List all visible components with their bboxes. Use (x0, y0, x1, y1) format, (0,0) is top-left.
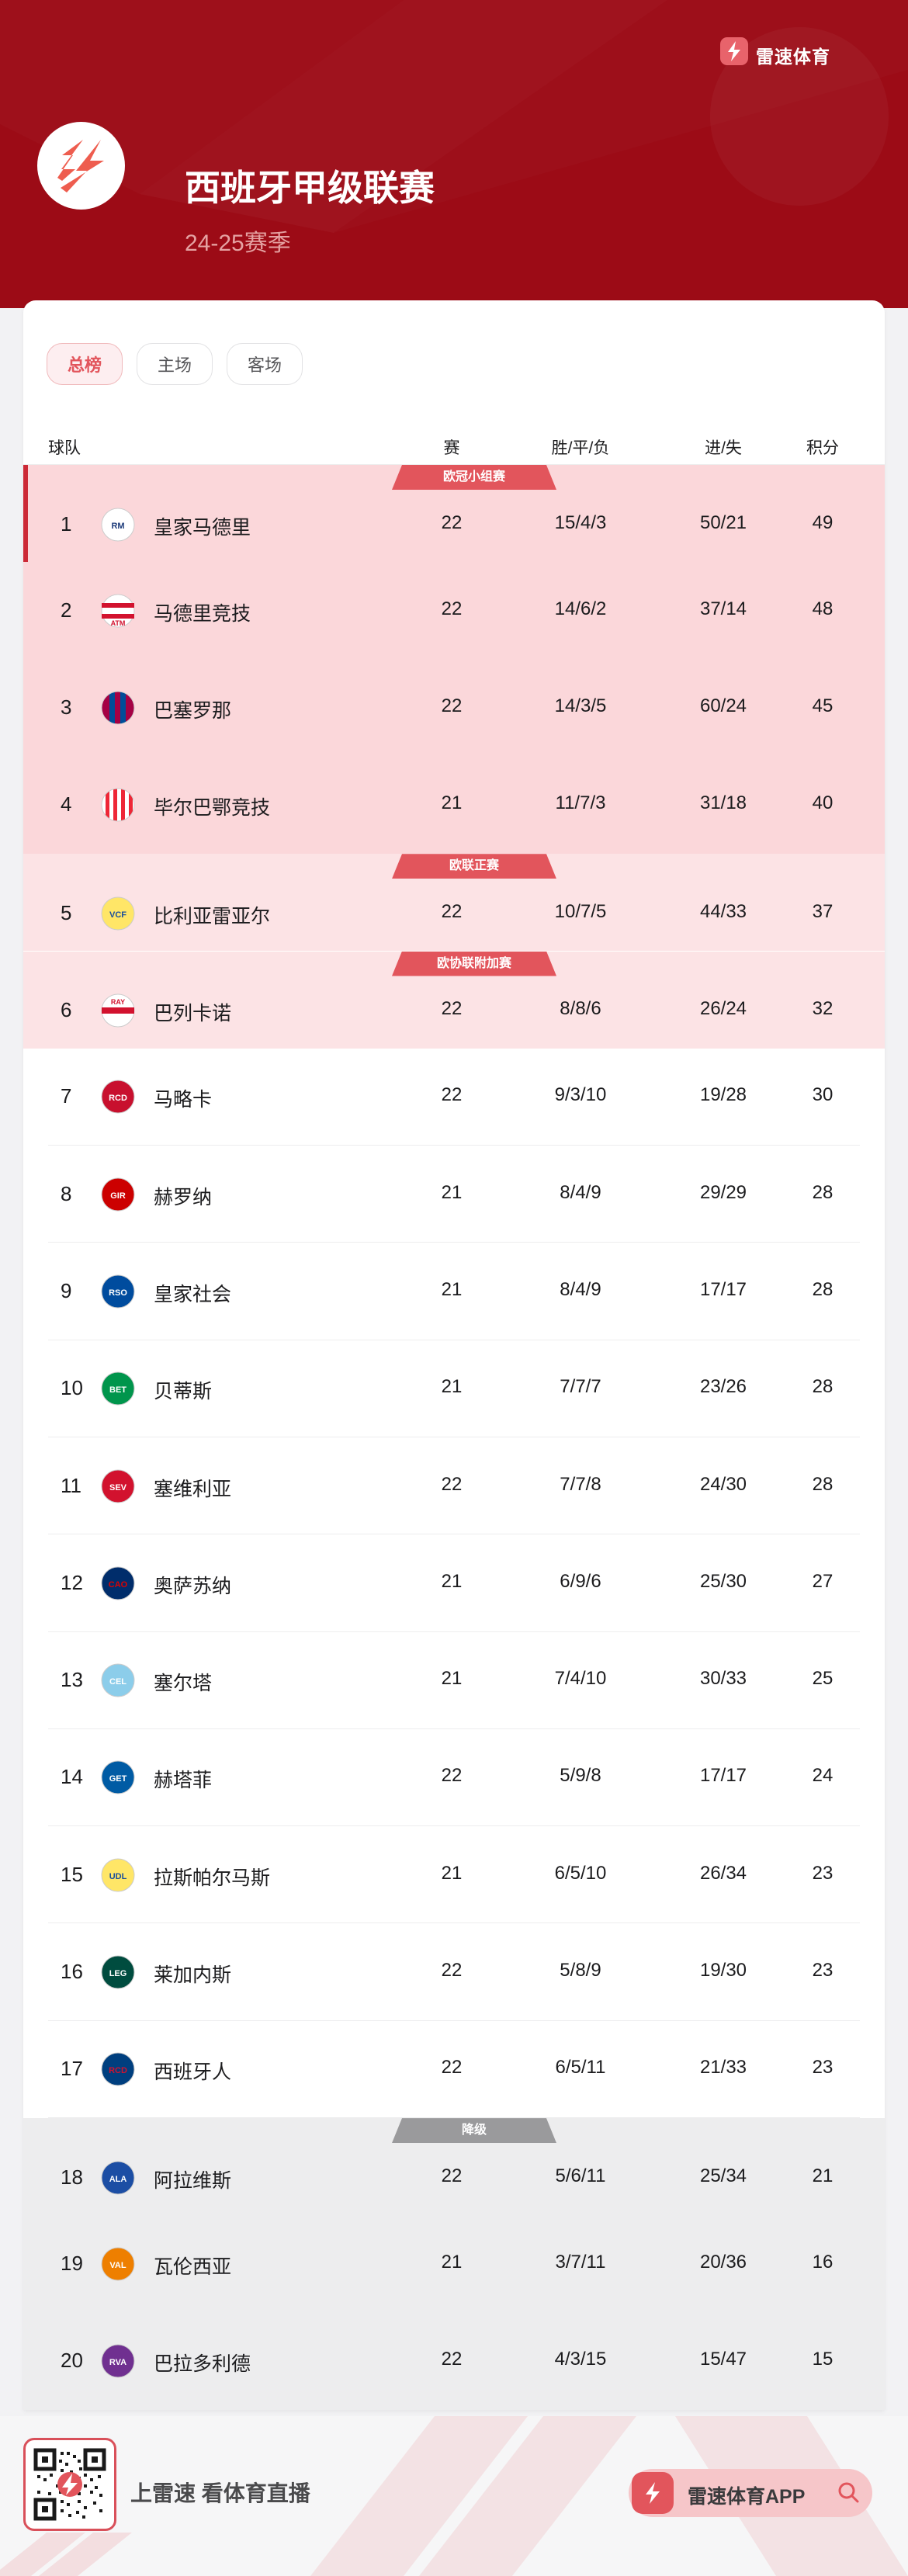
svg-text:CEL: CEL (109, 1677, 126, 1687)
svg-text:GET: GET (109, 1774, 127, 1784)
svg-text:ATM: ATM (111, 619, 126, 627)
svg-text:GIR: GIR (110, 1191, 126, 1201)
svg-text:RVA: RVA (109, 2358, 126, 2367)
svg-text:RSO: RSO (109, 1288, 127, 1298)
svg-text:CAO: CAO (109, 1580, 128, 1590)
svg-text:RAY: RAY (111, 998, 125, 1006)
svg-text:UDL: UDL (109, 1872, 127, 1881)
svg-text:ALA: ALA (109, 2175, 127, 2184)
svg-text:VAL: VAL (109, 2261, 126, 2270)
svg-text:BET: BET (109, 1385, 126, 1395)
svg-text:RCD: RCD (109, 1094, 127, 1103)
svg-text:RCD: RCD (109, 2066, 127, 2075)
svg-text:RM: RM (111, 522, 124, 531)
svg-text:LEG: LEG (109, 1969, 127, 1978)
svg-text:SEV: SEV (109, 1483, 127, 1493)
svg-text:VCF: VCF (109, 910, 126, 920)
